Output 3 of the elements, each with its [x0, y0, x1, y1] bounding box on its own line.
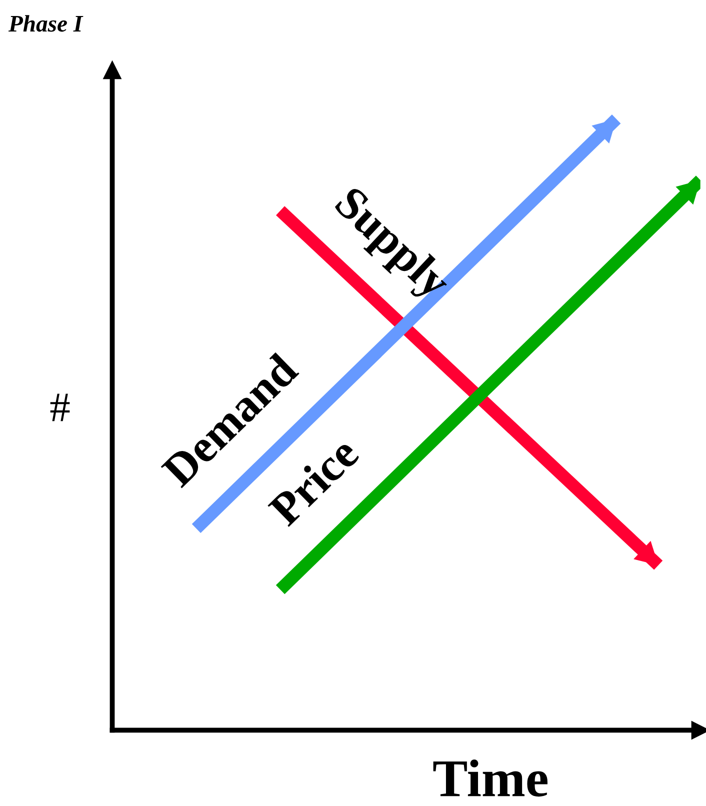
x-axis-title: Time: [433, 760, 548, 797]
chart-title: Phase I: [8, 15, 84, 32]
y-axis-title: #: [50, 394, 70, 422]
